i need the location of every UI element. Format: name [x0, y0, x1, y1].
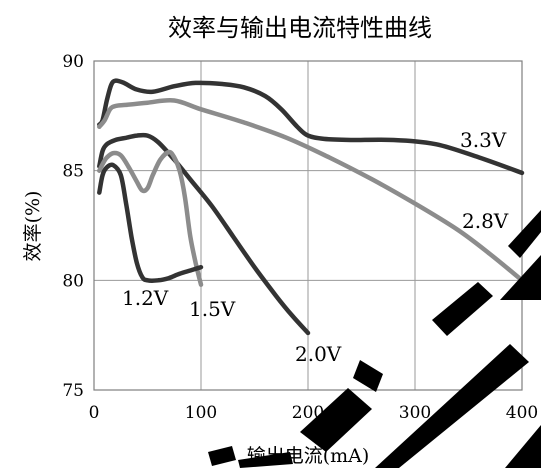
- x-tick-label: 300: [399, 403, 431, 423]
- y-tick-label: 85: [62, 162, 84, 182]
- y-tick-labels: 75 80 85 90: [62, 52, 84, 401]
- y-tick-label: 90: [62, 52, 84, 72]
- series-line-3-3v: [97, 78, 525, 176]
- y-tick-label: 80: [62, 271, 84, 291]
- plot-frame: [93, 60, 523, 391]
- watermark-strokes: [208, 210, 541, 468]
- series-label-2-0v: 2.0V: [295, 342, 342, 366]
- series-line-2-8v: [97, 97, 525, 283]
- y-tick-label: 75: [62, 381, 84, 401]
- x-tick-label: 400: [506, 403, 538, 423]
- x-tick-label: 100: [185, 403, 217, 423]
- series-labels: 3.3V 2.8V 2.0V 1.5V 1.2V: [122, 128, 509, 366]
- series-line-1-2v: [97, 162, 204, 283]
- grid: [94, 60, 523, 390]
- x-tick-labels: 0 100 200 300 400: [89, 403, 539, 423]
- series-label-1-5v: 1.5V: [189, 297, 236, 321]
- y-axis-label: 效率(%): [22, 191, 44, 262]
- x-tick-label: 0: [89, 403, 100, 423]
- series-label-3-3v: 3.3V: [460, 128, 507, 152]
- series-line-2-0v: [97, 132, 311, 336]
- series-label-2-8v: 2.8V: [462, 209, 509, 233]
- series-label-1-2v: 1.2V: [122, 286, 169, 310]
- chart-title: 效率与输出电流特性曲线: [168, 14, 432, 42]
- series-group: [97, 78, 525, 336]
- series-line-1-5v: [97, 149, 204, 287]
